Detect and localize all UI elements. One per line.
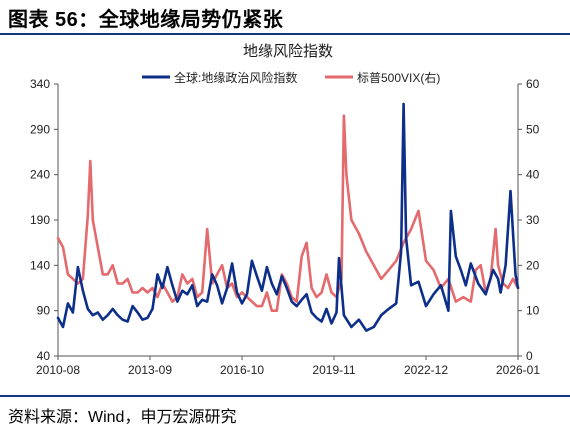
y-right-tick-label: 30 <box>526 213 540 227</box>
y-left-tick-label: 240 <box>30 168 50 182</box>
y-left-tick-label: 340 <box>30 77 50 91</box>
y-right-tick-label: 50 <box>526 122 540 136</box>
x-tick-label: 2022-12 <box>404 363 448 377</box>
y-left-tick-label: 140 <box>30 258 50 272</box>
series-line-gpr <box>56 102 520 332</box>
figure-source: 资料来源：Wind，申万宏源研究 <box>8 409 237 426</box>
x-tick-label: 2010-08 <box>36 363 80 377</box>
y-right-tick-label: 0 <box>526 349 533 363</box>
x-tick-label: 2026-01 <box>496 363 540 377</box>
y-left-tick-label: 90 <box>37 304 51 318</box>
chart-title: 地缘风险指数 <box>243 43 333 60</box>
x-tick-label: 2016-10 <box>220 363 264 377</box>
figure-header: 图表 56：全球地缘局势仍紧张 <box>0 0 570 34</box>
figure-title: 图表 56：全球地缘局势仍紧张 <box>8 9 284 31</box>
y-left-tick-label: 190 <box>30 213 50 227</box>
legend-label-gpr: 全球:地缘政治风险指数 <box>174 70 297 85</box>
y-right-tick-label: 60 <box>526 77 540 91</box>
y-right-tick-label: 10 <box>526 304 540 318</box>
y-left-tick-label: 40 <box>37 349 51 363</box>
y-right-tick-label: 40 <box>526 168 540 182</box>
y-left-tick-label: 290 <box>30 122 50 136</box>
legend-label-vix: 标普500VIX(右) <box>357 70 440 85</box>
footer-rule <box>0 395 570 397</box>
series-line-vix <box>56 114 520 313</box>
x-tick-label: 2019-11 <box>312 363 355 377</box>
x-tick-label: 2013-09 <box>128 363 172 377</box>
y-right-tick-label: 20 <box>526 258 540 272</box>
header-rule <box>0 33 570 35</box>
